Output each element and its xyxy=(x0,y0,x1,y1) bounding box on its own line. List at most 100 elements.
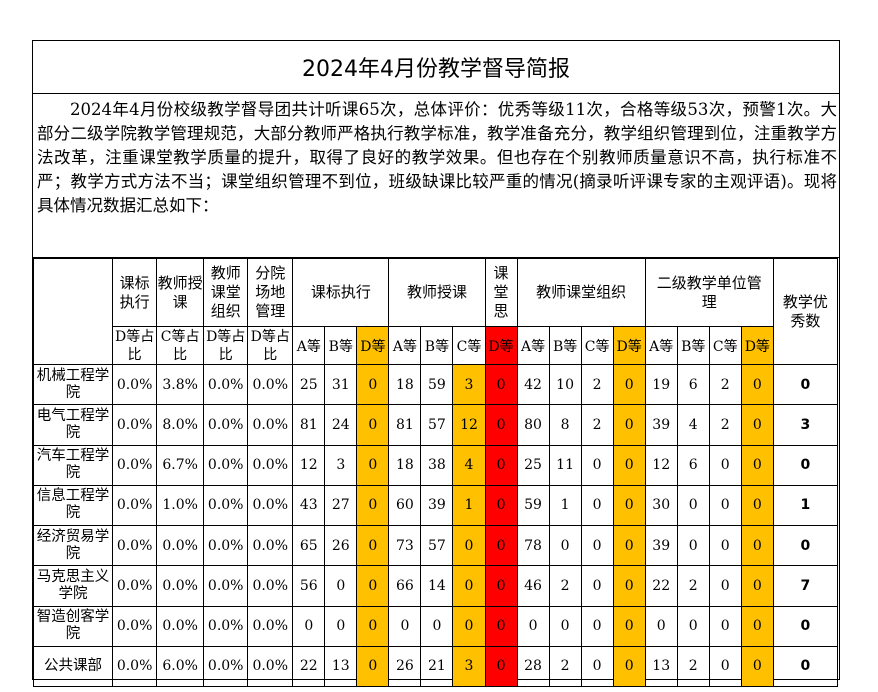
ratio-cell: 0.0% xyxy=(112,524,158,567)
count-cell: 0 xyxy=(740,363,774,406)
count-cell: 2 xyxy=(676,645,710,688)
count-cell: 11 xyxy=(548,444,582,486)
count-cell: 0 xyxy=(612,363,646,406)
corner-cell xyxy=(32,258,114,365)
count-cell: 18 xyxy=(388,444,422,486)
count-cell: 0 xyxy=(484,565,518,607)
count-cell: 4 xyxy=(676,404,710,446)
count-cell: 12 xyxy=(292,444,326,486)
count-cell: 3 xyxy=(452,363,486,406)
count-cell: 46 xyxy=(516,565,550,607)
dept-name: 汽车工程学院 xyxy=(32,444,114,486)
ratio-cell: 0.0% xyxy=(203,444,249,486)
ratio-cell: 6.0% xyxy=(156,645,205,688)
count-cell: 3 xyxy=(324,444,358,486)
count-cell: 2 xyxy=(708,404,742,446)
count-cell: 0 xyxy=(548,524,582,567)
count-cell: 56 xyxy=(292,565,326,607)
ratio-cell: 0.0% xyxy=(247,645,294,688)
count-cell: 30 xyxy=(644,484,678,527)
excellent-count: 0 xyxy=(772,524,839,567)
count-cell: 12 xyxy=(644,444,678,486)
excellent-count: 0 xyxy=(772,363,839,406)
report-sheet: 2024年4月份教学督导简报 2024年4月份校级教学督导团共计听课65次，总体… xyxy=(32,40,840,688)
count-cell: 57 xyxy=(420,524,454,567)
count-cell: 0 xyxy=(740,645,774,688)
count-cell: 0 xyxy=(356,484,390,527)
grade-header: D等 xyxy=(740,326,774,365)
count-cell: 59 xyxy=(420,363,454,406)
count-cell: 0 xyxy=(708,605,742,647)
count-cell: 6 xyxy=(676,444,710,486)
group-class-org: 教师课堂组织 xyxy=(516,258,646,327)
count-cell: 19 xyxy=(644,363,678,406)
ratio-cell: 0.0% xyxy=(247,524,294,567)
sub-class-org-d: D等占比 xyxy=(203,326,249,365)
header-venue: 分院场地管理 xyxy=(247,258,294,327)
report-summary: 2024年4月份校级教学督导团共计听课65次，总体评价：优秀等级11次，合格等级… xyxy=(33,94,839,258)
dept-name: 公共课部 xyxy=(32,645,114,688)
count-cell: 0 xyxy=(356,444,390,486)
ratio-cell: 0.0% xyxy=(247,484,294,527)
count-cell: 78 xyxy=(516,524,550,567)
count-cell: 0 xyxy=(484,444,518,486)
table-row: 信息工程学院 0.0% 1.0% 0.0% 0.0% 43 27 0 60 39 1 0 59 1 0 0 30… xyxy=(32,484,839,527)
ratio-cell: 0.0% xyxy=(156,565,205,607)
count-cell: 0 xyxy=(356,565,390,607)
count-cell: 0 xyxy=(740,484,774,527)
header-curriculum: 课标执行 xyxy=(112,258,158,327)
dept-name: 电气工程学院 xyxy=(32,404,114,446)
count-cell: 0 xyxy=(580,565,614,607)
count-cell: 0 xyxy=(740,524,774,567)
count-cell: 28 xyxy=(516,645,550,688)
count-cell: 0 xyxy=(708,524,742,567)
count-cell: 0 xyxy=(676,524,710,567)
group-curriculum: 课标执行 xyxy=(292,258,390,327)
count-cell: 24 xyxy=(324,404,358,446)
count-cell: 0 xyxy=(580,605,614,647)
count-cell: 13 xyxy=(644,645,678,688)
count-cell: 81 xyxy=(292,404,326,446)
count-cell: 2 xyxy=(548,565,582,607)
count-cell: 0 xyxy=(452,605,486,647)
count-cell: 8 xyxy=(548,404,582,446)
excellent-count: 1 xyxy=(772,484,839,527)
count-cell: 12 xyxy=(452,404,486,446)
count-cell: 0 xyxy=(356,605,390,647)
count-cell: 0 xyxy=(708,565,742,607)
count-cell: 0 xyxy=(708,484,742,527)
count-cell: 42 xyxy=(516,363,550,406)
count-cell: 0 xyxy=(612,444,646,486)
ratio-cell: 0.0% xyxy=(247,363,294,406)
table-row: 智造创客学院 0.0% 0.0% 0.0% 0.0% 0 0 0 0 0 0 0 0 0 0 0 0 0 0 0 0 xyxy=(32,605,839,647)
count-cell: 60 xyxy=(388,484,422,527)
report-title: 2024年4月份教学督导简报 xyxy=(33,41,839,94)
count-cell: 3 xyxy=(452,645,486,688)
count-cell: 0 xyxy=(580,444,614,486)
dept-name: 机械工程学院 xyxy=(32,363,114,406)
count-cell: 0 xyxy=(580,484,614,527)
count-cell: 0 xyxy=(516,605,550,647)
count-cell: 59 xyxy=(516,484,550,527)
ratio-cell: 3.8% xyxy=(156,363,205,406)
ratio-cell: 6.7% xyxy=(156,444,205,486)
count-cell: 25 xyxy=(516,444,550,486)
ratio-cell: 0.0% xyxy=(112,444,158,486)
count-cell: 0 xyxy=(612,645,646,688)
header-teaching: 教师授课 xyxy=(156,258,205,327)
count-cell: 43 xyxy=(292,484,326,527)
count-cell: 0 xyxy=(356,404,390,446)
ratio-cell: 0.0% xyxy=(156,524,205,567)
ratio-cell: 0.0% xyxy=(203,404,249,446)
count-cell: 0 xyxy=(644,605,678,647)
ratio-cell: 0.0% xyxy=(247,605,294,647)
count-cell: 10 xyxy=(548,363,582,406)
grade-header: C等 xyxy=(580,326,614,365)
ratio-cell: 8.0% xyxy=(156,404,205,446)
count-cell: 0 xyxy=(740,404,774,446)
count-cell: 0 xyxy=(580,645,614,688)
count-cell: 27 xyxy=(324,484,358,527)
ratio-cell: 0.0% xyxy=(112,363,158,406)
count-cell: 81 xyxy=(388,404,422,446)
count-cell: 0 xyxy=(452,565,486,607)
